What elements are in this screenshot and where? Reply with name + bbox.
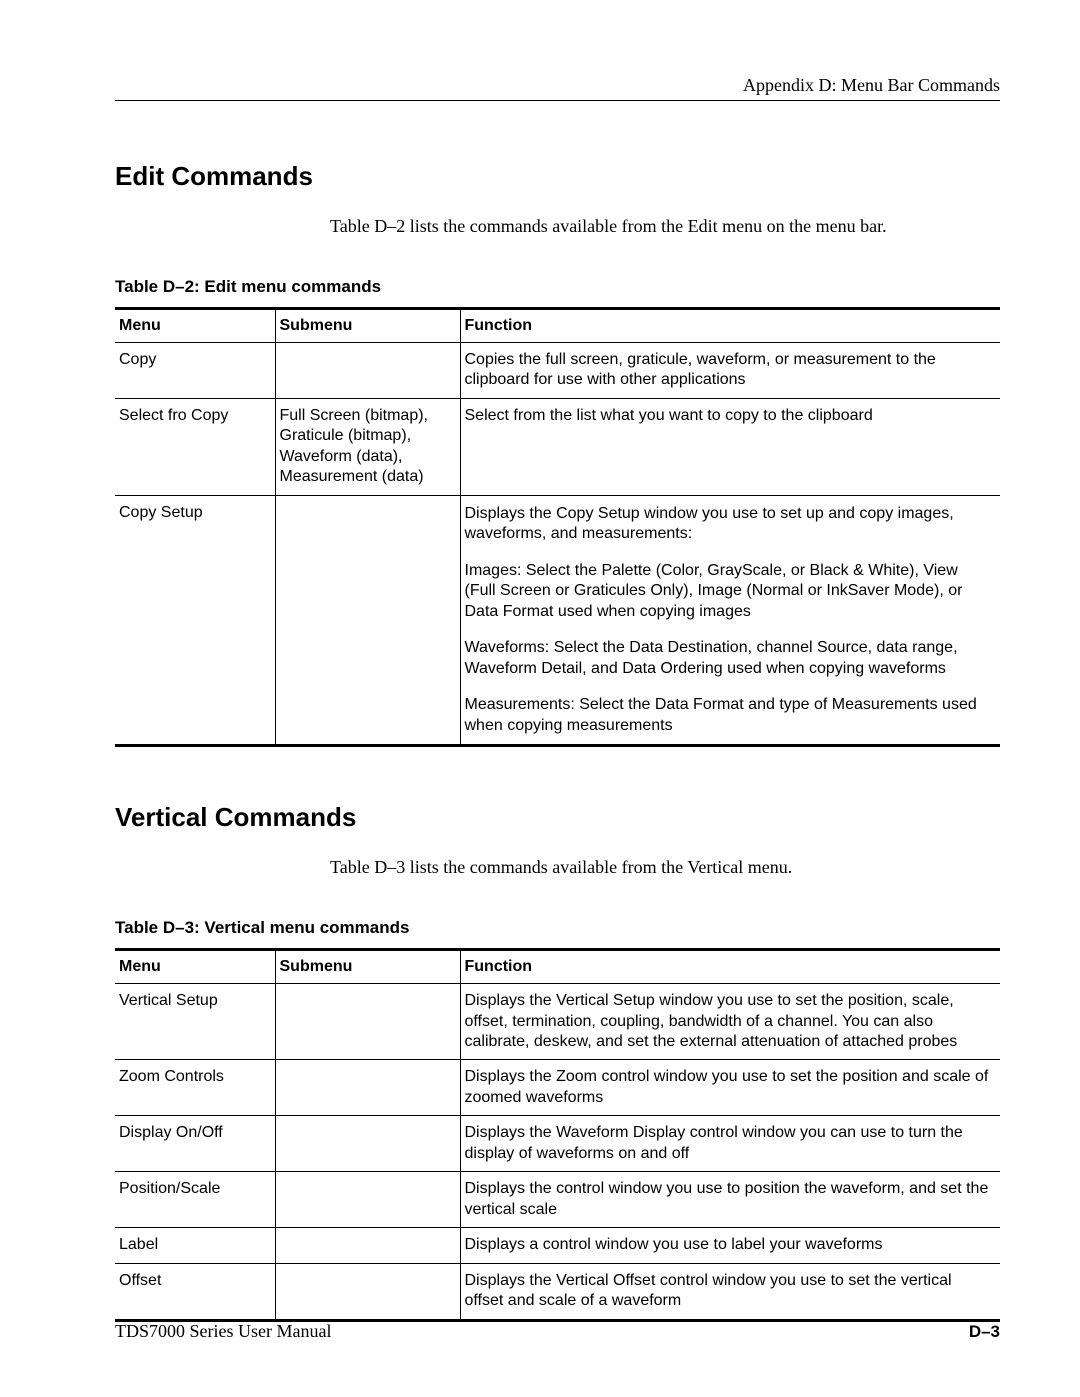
table-row: Offset Displays the Vertical Offset cont… [115,1263,1000,1320]
menu-cell: Offset [115,1263,275,1320]
function-cell: Select from the list what you want to co… [460,398,1000,495]
table-d2-caption: Table D–2: Edit menu commands [115,277,1000,297]
function-cell: Displays the Waveform Display control wi… [460,1116,1000,1172]
table-row: Copy Copies the full screen, graticule, … [115,343,1000,399]
menu-cell: Select fro Copy [115,398,275,495]
menu-cell: Vertical Setup [115,984,275,1060]
page-footer: TDS7000 Series User Manual D–3 [115,1321,1000,1342]
col-submenu-header: Submenu [275,309,460,343]
submenu-cell [275,343,460,399]
function-cell: Displays the Zoom control window you use… [460,1060,1000,1116]
menu-cell: Copy [115,343,275,399]
table-row: Select fro Copy Full Screen (bitmap), Gr… [115,398,1000,495]
menu-cell: Copy Setup [115,495,275,745]
table-d3-caption: Table D–3: Vertical menu commands [115,918,1000,938]
table-row: Position/Scale Displays the control wind… [115,1172,1000,1228]
table-header-row: Menu Submenu Function [115,950,1000,984]
function-cell: Measurements: Select the Data Format and… [460,687,1000,745]
function-cell: Displays the Copy Setup window you use t… [460,495,1000,552]
function-cell: Displays a control window you use to lab… [460,1228,1000,1263]
table-row: Label Displays a control window you use … [115,1228,1000,1263]
submenu-cell: Full Screen (bitmap), Graticule (bitmap)… [275,398,460,495]
table-row: Copy Setup Displays the Copy Setup windo… [115,495,1000,552]
function-cell: Displays the Vertical Setup window you u… [460,984,1000,1060]
function-cell: Waveforms: Select the Data Destination, … [460,630,1000,687]
vertical-commands-intro: Table D–3 lists the commands available f… [330,857,1000,878]
menu-cell: Zoom Controls [115,1060,275,1116]
vertical-menu-table: Menu Submenu Function Vertical Setup Dis… [115,948,1000,1322]
function-cell: Displays the Vertical Offset control win… [460,1263,1000,1320]
function-cell: Images: Select the Palette (Color, GrayS… [460,553,1000,630]
menu-cell: Position/Scale [115,1172,275,1228]
footer-page-number: D–3 [969,1322,1000,1342]
col-submenu-header: Submenu [275,950,460,984]
menu-cell: Label [115,1228,275,1263]
table-header-row: Menu Submenu Function [115,309,1000,343]
function-cell: Displays the control window you use to p… [460,1172,1000,1228]
col-menu-header: Menu [115,950,275,984]
vertical-commands-heading: Vertical Commands [115,802,1000,833]
table-row: Display On/Off Displays the Waveform Dis… [115,1116,1000,1172]
submenu-cell [275,1116,460,1172]
submenu-cell [275,1172,460,1228]
col-function-header: Function [460,309,1000,343]
footer-manual-title: TDS7000 Series User Manual [115,1321,331,1342]
submenu-cell [275,984,460,1060]
page-header: Appendix D: Menu Bar Commands [115,75,1000,101]
col-function-header: Function [460,950,1000,984]
edit-commands-heading: Edit Commands [115,161,1000,192]
edit-commands-intro: Table D–2 lists the commands available f… [330,216,1000,237]
header-appendix: Appendix D: Menu Bar Commands [743,75,1000,95]
col-menu-header: Menu [115,309,275,343]
submenu-cell [275,1263,460,1320]
submenu-cell [275,1060,460,1116]
submenu-cell [275,495,460,745]
table-row: Zoom Controls Displays the Zoom control … [115,1060,1000,1116]
function-cell: Copies the full screen, graticule, wavef… [460,343,1000,399]
submenu-cell [275,1228,460,1263]
table-row: Vertical Setup Displays the Vertical Set… [115,984,1000,1060]
edit-menu-table: Menu Submenu Function Copy Copies the fu… [115,307,1000,747]
menu-cell: Display On/Off [115,1116,275,1172]
